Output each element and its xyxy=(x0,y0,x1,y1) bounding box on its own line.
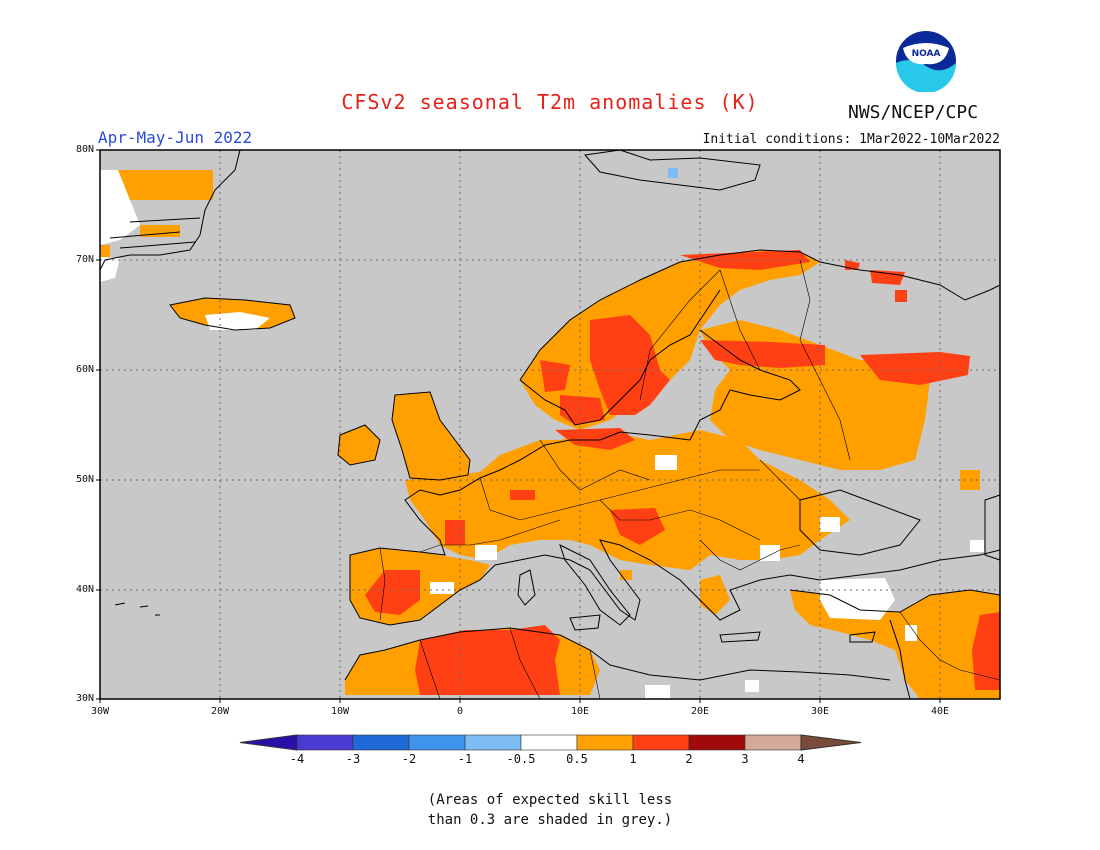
colorbar-label: -3 xyxy=(345,752,361,766)
lon-label-10w: 10W xyxy=(330,706,350,717)
colorbar-swatch xyxy=(296,734,354,751)
colorbar-arrow-low xyxy=(239,734,298,751)
skill-note-line2: than 0.3 are shaded in grey.) xyxy=(427,812,673,828)
colorbar-label: -4 xyxy=(289,752,305,766)
lat-label-40n: 40N xyxy=(75,584,94,595)
map-frame xyxy=(99,149,1001,700)
colorbar-label: 4 xyxy=(797,752,805,766)
lat-label-30n: 30N xyxy=(75,693,94,704)
colorbar-label: 3 xyxy=(741,752,749,766)
country-borders xyxy=(379,259,1001,700)
skill-note-line1: (Areas of expected skill less xyxy=(427,792,673,808)
anomaly-red-regions xyxy=(365,250,1000,695)
lon-label-10e: 10E xyxy=(570,706,590,717)
anomaly-white-regions xyxy=(100,170,984,699)
colorbar-label: -2 xyxy=(401,752,417,766)
agency-label: NWS/NCEP/CPC xyxy=(848,102,979,123)
colorbar-label: 1 xyxy=(629,752,637,766)
colorbar-swatch xyxy=(632,734,690,751)
colorbar-label: -1 xyxy=(457,752,473,766)
lat-label-80n: 80N xyxy=(75,144,94,155)
colorbar-label: 0.5 xyxy=(566,752,588,766)
colorbar-label: -0.5 xyxy=(506,752,536,766)
lon-label-0: 0 xyxy=(456,706,464,717)
noaa-logo-text: NOAA xyxy=(912,49,941,59)
anomaly-blue-regions xyxy=(668,168,678,178)
colorbar-swatch xyxy=(744,734,802,751)
lon-label-40e: 40E xyxy=(930,706,950,717)
colorbar-swatch xyxy=(408,734,466,751)
lon-label-20w: 20W xyxy=(210,706,230,717)
lat-label-60n: 60N xyxy=(75,364,94,375)
initial-conditions: Initial conditions: 1Mar2022-10Mar2022 xyxy=(702,132,1000,147)
noaa-logo: NOAA xyxy=(896,31,956,92)
lon-label-20e: 20E xyxy=(690,706,710,717)
lon-label-30e: 30E xyxy=(810,706,830,717)
colorbar-swatch xyxy=(352,734,410,751)
colorbar-label: 2 xyxy=(685,752,693,766)
lat-label-50n: 50N xyxy=(75,474,94,485)
colorbar-swatch xyxy=(520,734,578,751)
colorbar-swatch xyxy=(576,734,634,751)
lon-label-30w: 30W xyxy=(90,706,110,717)
graticule xyxy=(100,150,1000,699)
forecast-period: Apr-May-Jun 2022 xyxy=(98,128,253,147)
colorbar-swatch xyxy=(464,734,522,751)
colorbar-swatch xyxy=(688,734,746,751)
colorbar-arrow-high xyxy=(800,734,862,751)
lat-label-70n: 70N xyxy=(75,254,94,265)
map-title: CFSv2 seasonal T2m anomalies (K) xyxy=(341,90,759,114)
